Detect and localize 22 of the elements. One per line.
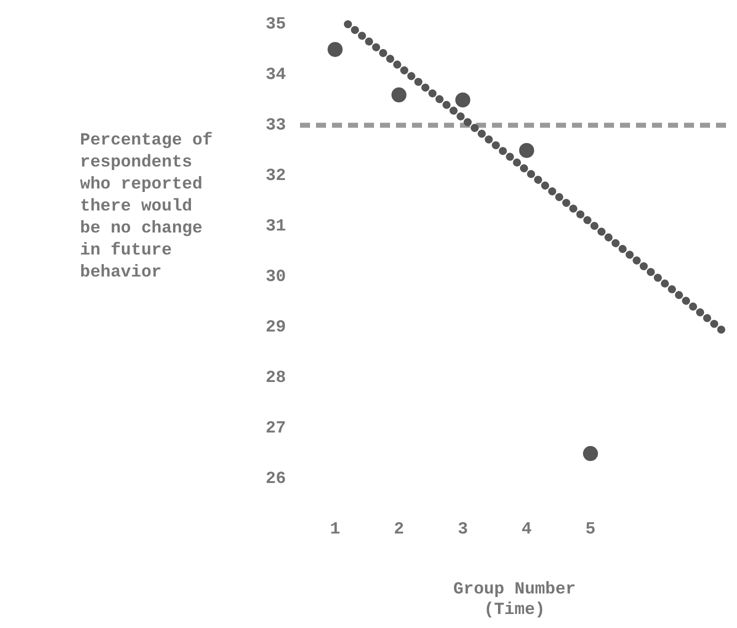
y-axis-title: Percentage of respondents who reported there would be no change in future behavior bbox=[80, 131, 213, 282]
point bbox=[328, 42, 343, 57]
y-tick-label: 32 bbox=[266, 167, 286, 186]
point bbox=[582, 446, 598, 462]
y-tick-label: 26 bbox=[266, 470, 286, 490]
x-axis-title: Group Number (Time) bbox=[453, 580, 576, 620]
point bbox=[455, 92, 470, 108]
x-tick-label: 4 bbox=[522, 520, 532, 540]
y-tick-label: 34 bbox=[266, 66, 286, 85]
x-tick-label: 1 bbox=[330, 520, 340, 540]
point bbox=[391, 87, 406, 102]
point bbox=[519, 142, 534, 158]
y-tick-label: 33 bbox=[266, 116, 286, 136]
y-tick-label: 31 bbox=[266, 218, 286, 237]
y-tick-label: 29 bbox=[266, 318, 286, 338]
y-tick-label: 30 bbox=[266, 268, 286, 288]
x-tick-label: 3 bbox=[458, 520, 468, 540]
x-tick-label: 5 bbox=[585, 520, 596, 540]
y-tick-label: 35 bbox=[266, 15, 286, 34]
y-tick-label: 28 bbox=[266, 369, 286, 388]
y-tick-label: 27 bbox=[266, 420, 286, 439]
x-tick-label: 2 bbox=[394, 520, 404, 540]
